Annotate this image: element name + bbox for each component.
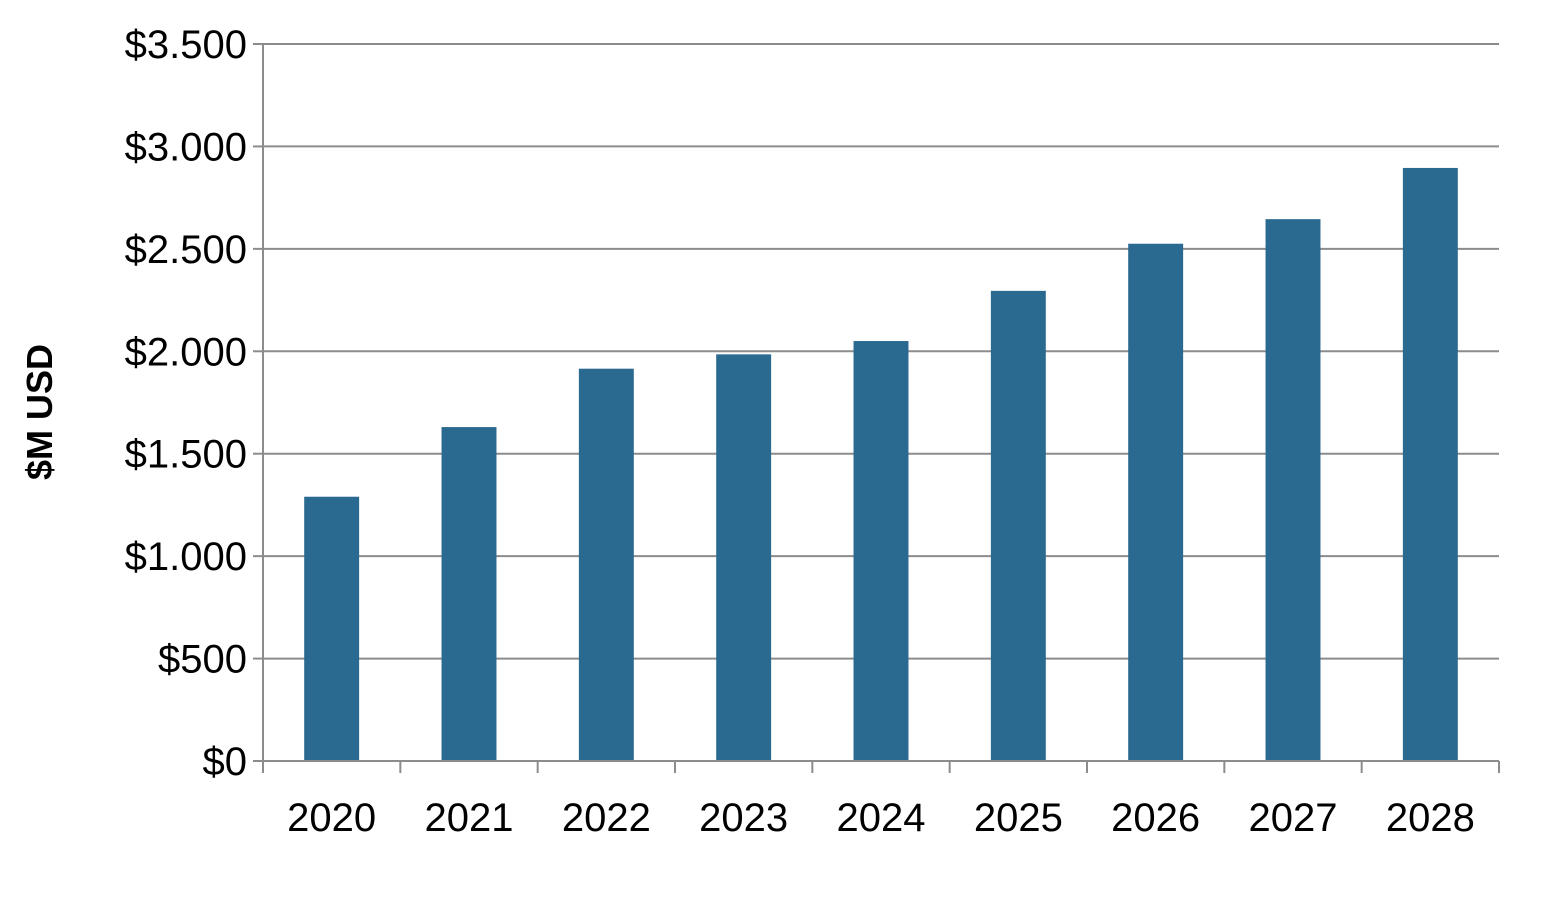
bar-2027	[1265, 219, 1321, 762]
x-tick-label: 2022	[562, 796, 651, 840]
x-tick-label: 2023	[699, 796, 788, 840]
bar-2020	[304, 496, 360, 761]
bar-2025	[990, 290, 1046, 761]
y-tick-label: $0	[203, 740, 248, 784]
x-tick-label: 2025	[974, 796, 1063, 840]
x-tick-labels: 2020 2021 2022 2023 2024 2025 2026 2027 2028	[287, 796, 1475, 840]
x-tick-label: 2027	[1249, 796, 1338, 840]
x-tick-label: 2028	[1386, 796, 1475, 840]
bar-2022	[578, 368, 634, 761]
x-tick-label: 2026	[1111, 796, 1200, 840]
bar-2024	[853, 341, 909, 761]
y-tick-label: $1.000	[125, 535, 247, 579]
y-tick-label: $3.500	[125, 23, 247, 67]
x-tick-label: 2024	[837, 796, 926, 840]
bar-2026	[1128, 243, 1184, 761]
bar-2028	[1402, 167, 1458, 761]
y-tick-labels: $0 $500 $1.000 $1.500 $2.000 $2.500 $3.000 $3.5…	[125, 23, 247, 784]
axes	[262, 44, 1499, 762]
y-axis-title: $M USD	[19, 344, 60, 480]
bar-2023	[716, 354, 772, 761]
y-tick-label: $500	[158, 638, 247, 682]
y-tick-label: $2.000	[125, 330, 247, 374]
bar-2021	[441, 427, 497, 761]
x-tick-label: 2021	[425, 796, 514, 840]
y-tick-label: $2.500	[125, 228, 247, 272]
y-tick-label: $3.000	[125, 125, 247, 169]
y-tick-label: $1.500	[125, 433, 247, 477]
bars	[304, 167, 1458, 762]
x-tick-label: 2020	[287, 796, 376, 840]
